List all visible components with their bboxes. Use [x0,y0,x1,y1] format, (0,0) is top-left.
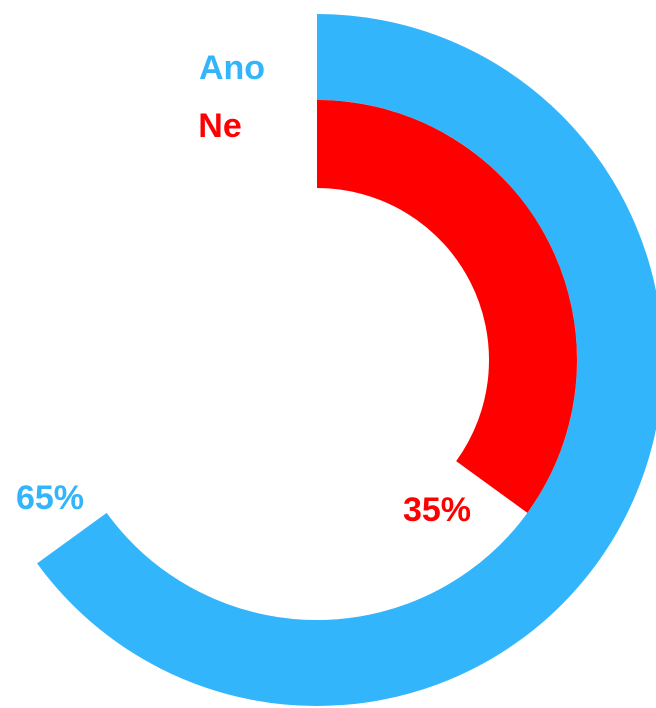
legend-entry: Ano [199,49,265,87]
data-label: 65% [16,479,84,517]
radial-bar [37,14,656,706]
radial-bar [316,100,577,513]
legend-entry: Ne [198,107,241,145]
data-label: 35% [403,491,471,529]
